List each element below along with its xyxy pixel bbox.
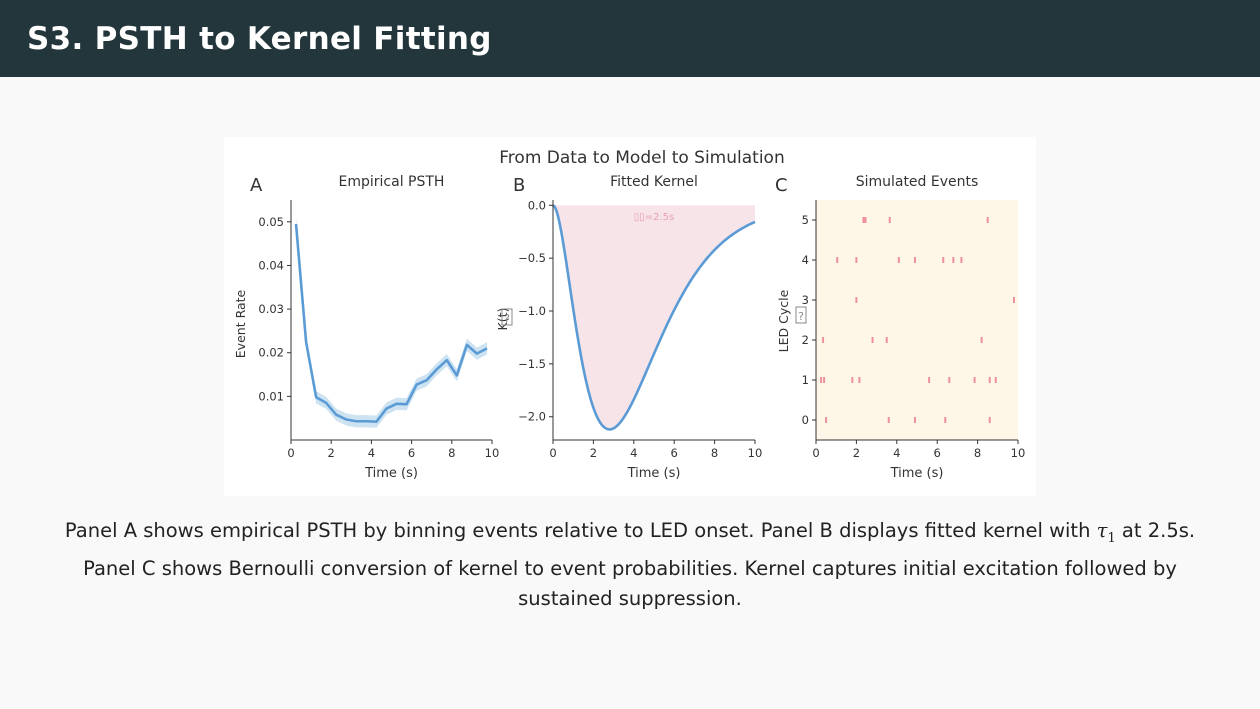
panel-a-x-tick-label: 10 bbox=[485, 446, 500, 460]
panel-a-error-band bbox=[296, 217, 487, 428]
panel-c-missing-glyph-box bbox=[795, 306, 807, 324]
panel-b-y-tick-label: −0.5 bbox=[518, 251, 546, 265]
panel-b-y-tick-label: −1.5 bbox=[518, 357, 546, 371]
panel-a-y-tick-label: 0.01 bbox=[258, 389, 284, 403]
figure-suptitle: From Data to Model to Simulation bbox=[499, 148, 784, 168]
panel-c-x-label: Time (s) bbox=[890, 466, 944, 481]
panel-b-x-tick-label: 6 bbox=[671, 446, 678, 460]
panel-a-psth-line bbox=[294, 223, 488, 423]
panel-b-x-tick-label: 8 bbox=[711, 446, 718, 460]
panel-b-missing-glyph: ? bbox=[504, 312, 510, 325]
panel-b-y-tick-label: −1.0 bbox=[518, 304, 546, 318]
panel-c-x-tick-label: 4 bbox=[893, 446, 900, 460]
panel-b-y-tick-label: −2.0 bbox=[518, 410, 546, 424]
panel-c-x-tick-label: 0 bbox=[812, 446, 819, 460]
tau-subscript: 1 bbox=[1107, 530, 1116, 546]
panel-a-x-tick-label: 0 bbox=[287, 446, 294, 460]
panel-b-x-tick-label: 0 bbox=[549, 446, 556, 460]
panel-b-annotation: ▯▯=2.5s bbox=[634, 212, 675, 223]
panel-a-x-tick-label: 6 bbox=[408, 446, 415, 460]
panel-c-x-tick-label: 10 bbox=[1011, 446, 1026, 460]
panel-a-title: Empirical PSTH bbox=[339, 174, 445, 190]
panel-c-x-tick-label: 8 bbox=[974, 446, 981, 460]
panel-c-y-tick-label: 4 bbox=[802, 253, 809, 267]
panel-c-title: Simulated Events bbox=[856, 174, 979, 190]
tau-symbol: τ1 bbox=[1096, 519, 1116, 546]
slide-header: S3. PSTH to Kernel Fitting bbox=[0, 0, 1260, 77]
panel-c-y-tick-label: 1 bbox=[802, 373, 809, 387]
caption-part1: Panel A shows empirical PSTH by binning … bbox=[64, 519, 1097, 542]
panel-a-y-tick-label: 0.02 bbox=[258, 346, 284, 360]
panel-b-kernel-line bbox=[552, 204, 756, 431]
panel-b-x-tick-label: 10 bbox=[748, 446, 763, 460]
panel-a-y-tick-label: 0.03 bbox=[258, 302, 284, 316]
panel-b-x-label: Time (s) bbox=[627, 466, 681, 481]
panel-c-x-tick-label: 6 bbox=[934, 446, 941, 460]
panel-c-x-tick-label: 2 bbox=[853, 446, 860, 460]
panel-b-missing-glyph-box bbox=[501, 308, 513, 326]
panel-b-x-tick-label: 2 bbox=[590, 446, 597, 460]
slide-title: S3. PSTH to Kernel Fitting bbox=[27, 20, 492, 57]
panel-c-y-label: LED Cycle bbox=[776, 289, 791, 352]
panel-c-y-tick-label: 5 bbox=[802, 213, 809, 227]
panel-a-x-tick-label: 4 bbox=[368, 446, 375, 460]
figure-svg: From Data to Model to Simulation A Empiric… bbox=[233, 148, 1026, 481]
panel-c-y-tick-label: 0 bbox=[802, 413, 809, 427]
panel-c-background bbox=[816, 200, 1018, 440]
caption-part2: at 2.5s. Panel C shows Bernoulli convers… bbox=[83, 519, 1196, 610]
panel-c-letter: C bbox=[775, 175, 788, 196]
tau-letter: τ bbox=[1096, 519, 1108, 542]
panel-b-fill-area bbox=[553, 205, 755, 430]
figure: From Data to Model to Simulation A Empiric… bbox=[224, 137, 1036, 496]
panel-a-letter: A bbox=[250, 175, 263, 196]
panel-b-title: Fitted Kernel bbox=[610, 174, 698, 190]
panel-a-x-tick-label: 8 bbox=[448, 446, 455, 460]
panel-c-missing-glyph: ? bbox=[798, 310, 804, 323]
panel-b-y-tick-label: 0.0 bbox=[528, 198, 546, 212]
panel-a-x-label: Time (s) bbox=[364, 466, 418, 481]
panel-a-x-tick-label: 2 bbox=[328, 446, 335, 460]
panel-a-y-label: Event Rate bbox=[233, 289, 248, 358]
panel-c-y-tick-label: 3 bbox=[802, 293, 809, 307]
panel-a-y-tick-label: 0.05 bbox=[258, 215, 284, 229]
panel-b-x-tick-label: 4 bbox=[630, 446, 637, 460]
figure-caption: Panel A shows empirical PSTH by binning … bbox=[50, 516, 1210, 614]
panel-a-y-tick-label: 0.04 bbox=[258, 258, 284, 272]
panel-b-letter: B bbox=[513, 175, 525, 196]
panel-c-y-tick-label: 2 bbox=[802, 333, 809, 347]
